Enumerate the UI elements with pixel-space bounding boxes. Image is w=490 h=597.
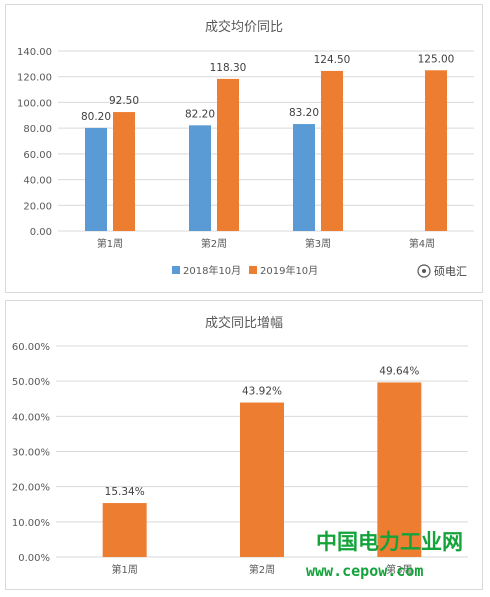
data-label: 125.00	[418, 53, 455, 65]
y-tick-label: 140.00	[17, 47, 52, 58]
brand-watermark: 硕电汇	[417, 264, 467, 278]
data-label: 82.20	[185, 108, 215, 120]
y-tick-label: 60.00	[23, 150, 52, 161]
growth-chart: 成交同比增幅 15.34% 43.92% 49.64% 第1周 第2周 第3周 0.00…	[12, 315, 468, 580]
y-tick-label: 10.00%	[12, 518, 50, 529]
y-tick-label: 0.00	[30, 227, 52, 238]
legend-swatch	[172, 266, 180, 274]
y-tick-label: 80.00	[23, 124, 52, 135]
x-tick-label: 第3周	[305, 237, 331, 250]
data-label: 92.50	[109, 95, 139, 107]
legend-swatch	[249, 266, 257, 274]
legend-label: 2018年10月	[183, 264, 241, 277]
legend-label: 2019年10月	[260, 264, 318, 277]
x-tick-label: 第2周	[201, 237, 227, 250]
data-label: 124.50	[314, 54, 351, 66]
data-label: 80.20	[81, 111, 111, 123]
data-label: 43.92%	[242, 386, 282, 398]
data-label: 83.20	[289, 107, 319, 119]
bar	[113, 112, 135, 231]
y-tick-label: 30.00%	[12, 448, 50, 459]
y-tick-label: 40.00	[23, 176, 52, 187]
brand-logo-text: 硕电汇	[434, 265, 467, 278]
y-tick-label: 120.00	[17, 73, 52, 84]
bar	[240, 402, 284, 557]
chart-title: 成交同比增幅	[205, 315, 283, 331]
data-label: 118.30	[210, 62, 247, 74]
x-tick-label: 第3周	[386, 563, 412, 576]
y-tick-label: 20.00	[23, 201, 52, 212]
bar	[293, 124, 315, 231]
x-tick-label: 第4周	[409, 237, 435, 250]
site-url-watermark: www.cepow.com	[306, 562, 423, 580]
avg-price-chart-panel: 成交均价同比 80.20 92.50 82.20 118.30 83.20 124.50 1…	[5, 4, 483, 293]
y-tick-label: 20.00%	[12, 483, 50, 494]
data-label: 15.34%	[105, 486, 145, 498]
bar	[102, 503, 147, 557]
x-tick-label: 第1周	[97, 237, 123, 250]
site-watermark: 中国电力工业网 www.cepow.com	[306, 530, 463, 580]
bar	[425, 70, 447, 232]
chart-title: 成交均价同比	[205, 19, 283, 35]
bar	[217, 78, 239, 232]
y-tick-label: 0.00%	[18, 553, 50, 564]
growth-chart-panel: 成交同比增幅 15.34% 43.92% 49.64% 第1周 第2周 第3周 0.00…	[5, 300, 483, 590]
brand-logo-icon	[417, 264, 431, 278]
y-tick-label: 40.00%	[12, 412, 50, 423]
y-tick-label: 100.00	[17, 98, 52, 109]
brand-logo-dot	[422, 269, 426, 273]
x-tick-label: 第2周	[249, 563, 275, 576]
bar	[85, 127, 107, 231]
data-label: 49.64%	[379, 365, 419, 377]
bar	[189, 125, 211, 231]
site-name-watermark: 中国电力工业网	[316, 530, 463, 554]
bar	[377, 382, 422, 557]
x-tick-label: 第1周	[111, 563, 137, 576]
y-tick-label: 60.00%	[12, 342, 50, 353]
bar	[321, 70, 343, 231]
avg-price-chart: 成交均价同比 80.20 92.50 82.20 118.30 83.20 124.50 1…	[17, 19, 474, 278]
y-tick-label: 50.00%	[12, 377, 50, 388]
